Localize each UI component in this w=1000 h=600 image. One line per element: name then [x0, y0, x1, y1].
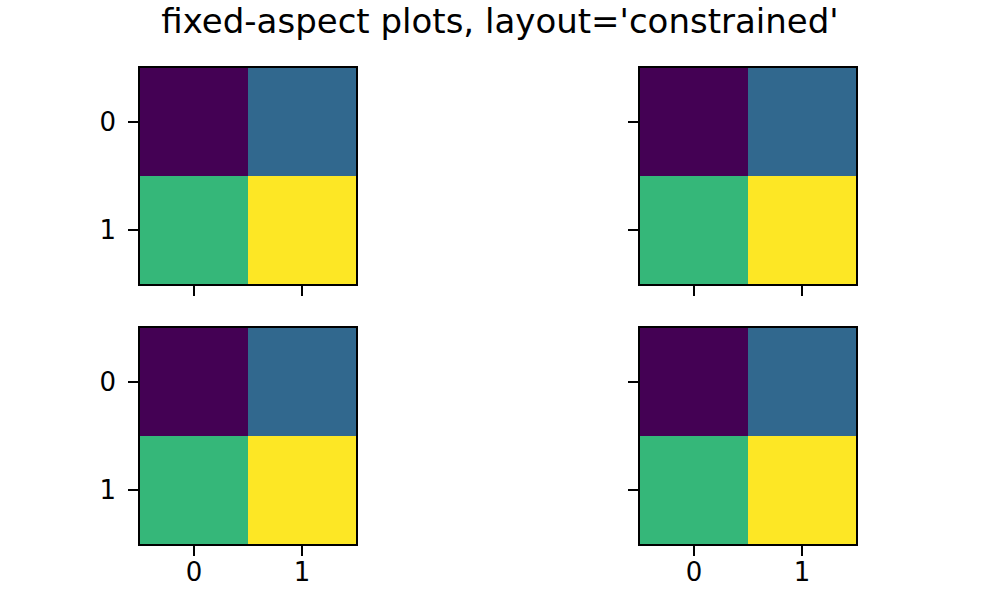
heatmap-cell	[748, 328, 856, 436]
y-tick-mark	[628, 381, 638, 383]
heatmap-cell	[640, 68, 748, 176]
y-tick-label: 0	[99, 109, 116, 135]
y-tick-mark	[128, 121, 138, 123]
heatmap-cell	[640, 176, 748, 284]
heatmap-cell	[140, 328, 248, 436]
y-tick-label: 0	[99, 369, 116, 395]
x-tick-mark	[301, 546, 303, 556]
x-tick-mark	[193, 546, 195, 556]
x-tick-mark	[301, 286, 303, 296]
heatmap	[640, 68, 856, 284]
heatmap-cell	[140, 436, 248, 544]
x-tick-mark	[193, 286, 195, 296]
x-tick-label: 0	[186, 559, 203, 585]
subplot-bottom-left: 0 1 0 1	[138, 326, 358, 546]
x-tick-mark	[801, 546, 803, 556]
heatmap-cell	[248, 436, 356, 544]
x-tick-mark	[693, 286, 695, 296]
y-tick-mark	[628, 121, 638, 123]
figure-title: fixed-aspect plots, layout='constrained'	[0, 2, 1000, 41]
figure-canvas: fixed-aspect plots, layout='constrained'…	[0, 0, 1000, 600]
y-tick-label: 1	[99, 477, 116, 503]
y-tick-mark	[628, 489, 638, 491]
subplot-top-left: 0 1	[138, 66, 358, 286]
heatmap-cell	[248, 68, 356, 176]
x-tick-mark	[801, 286, 803, 296]
heatmap-cell	[248, 328, 356, 436]
heatmap-cell	[248, 176, 356, 284]
x-tick-label: 1	[794, 559, 811, 585]
y-tick-mark	[128, 229, 138, 231]
x-tick-label: 0	[686, 559, 703, 585]
x-tick-mark	[693, 546, 695, 556]
y-tick-mark	[128, 489, 138, 491]
heatmap-cell	[748, 176, 856, 284]
heatmap	[140, 328, 356, 544]
subplot-bottom-right: 0 1	[638, 326, 858, 546]
y-tick-mark	[128, 381, 138, 383]
heatmap-cell	[140, 68, 248, 176]
heatmap-cell	[748, 68, 856, 176]
heatmap-cell	[640, 436, 748, 544]
y-tick-label: 1	[99, 217, 116, 243]
heatmap-cell	[140, 176, 248, 284]
heatmap-cell	[640, 328, 748, 436]
x-tick-label: 1	[294, 559, 311, 585]
heatmap	[640, 328, 856, 544]
heatmap-cell	[748, 436, 856, 544]
heatmap	[140, 68, 356, 284]
subplot-top-right	[638, 66, 858, 286]
y-tick-mark	[628, 229, 638, 231]
